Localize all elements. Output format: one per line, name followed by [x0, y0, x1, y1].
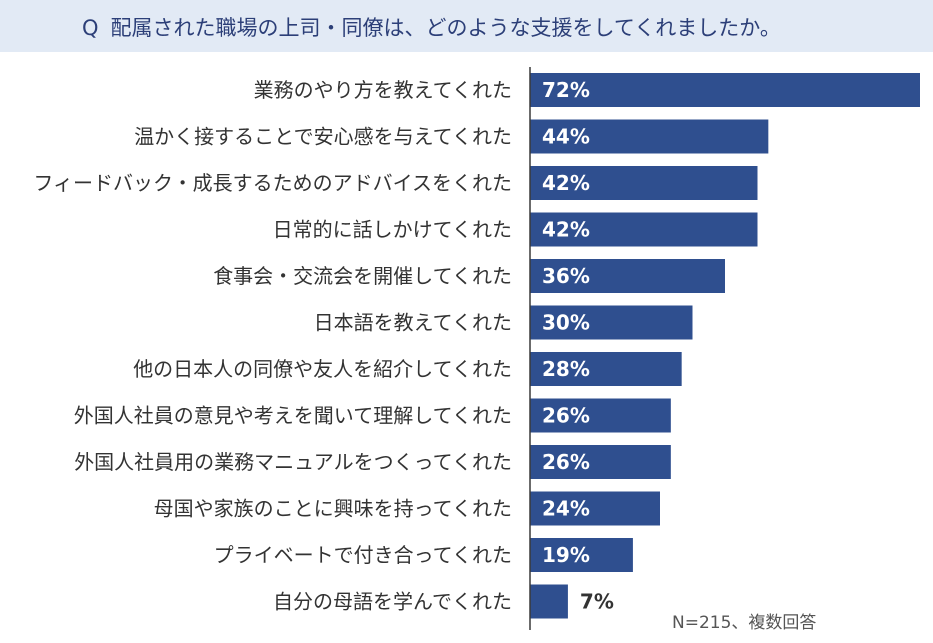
value-label-9: 24%	[542, 497, 590, 521]
value-label-11: 7%	[580, 590, 614, 614]
value-label-10: 19%	[542, 543, 590, 567]
category-label-5: 日本語を教えてくれた	[314, 311, 512, 335]
q-mark: Q	[82, 16, 99, 40]
category-label-6: 他の日本人の同僚や友人を紹介してくれた	[133, 357, 512, 381]
bar-9	[530, 491, 660, 526]
value-label-5: 30%	[542, 311, 590, 335]
bar-0	[530, 73, 920, 107]
bar-2	[530, 166, 758, 200]
category-label-10: プライベートで付き合ってくれた	[214, 543, 512, 567]
bar-10	[530, 538, 633, 572]
category-label-11: 自分の母語を学んでくれた	[273, 590, 512, 614]
value-label-3: 42%	[542, 218, 590, 242]
category-label-0: 業務のやり方を教えてくれた	[254, 78, 512, 102]
bar-3	[530, 212, 758, 247]
category-label-7: 外国人社員の意見や考えを聞いて理解してくれた	[74, 404, 512, 428]
category-label-1: 温かく接することで安心感を与えてくれた	[134, 125, 512, 149]
question-header: Q 配属された職場の上司・同僚は、どのような支援をしてくれましたか。	[0, 0, 933, 52]
value-label-7: 26%	[542, 404, 590, 428]
bar-11	[530, 584, 568, 619]
category-label-3: 日常的に話しかけてくれた	[273, 218, 512, 242]
category-label-8: 外国人社員用の業務マニュアルをつくってくれた	[74, 450, 512, 474]
bar-5	[530, 305, 693, 340]
question-label: 配属された職場の上司・同僚は、どのような支援をしてくれましたか。	[110, 16, 781, 40]
value-label-6: 28%	[542, 357, 590, 381]
value-label-8: 26%	[542, 450, 590, 474]
value-label-1: 44%	[542, 125, 590, 149]
value-label-2: 42%	[542, 171, 590, 195]
question-text: Q 配属された職場の上司・同僚は、どのような支援をしてくれましたか。	[82, 12, 781, 42]
value-label-4: 36%	[542, 264, 590, 288]
bar-7	[530, 398, 671, 433]
category-label-4: 食事会・交流会を開催してくれた	[213, 264, 512, 288]
sample-note: N=215、複数回答	[672, 613, 817, 633]
bar-4	[530, 259, 725, 293]
bar-6	[530, 352, 682, 386]
value-label-0: 72%	[542, 78, 590, 102]
category-label-2: フィードバック・成長するためのアドバイスをくれた	[33, 171, 512, 195]
category-label-9: 母国や家族のことに興味を持ってくれた	[154, 497, 512, 521]
bar-1	[530, 119, 769, 154]
bar-8	[530, 445, 671, 479]
